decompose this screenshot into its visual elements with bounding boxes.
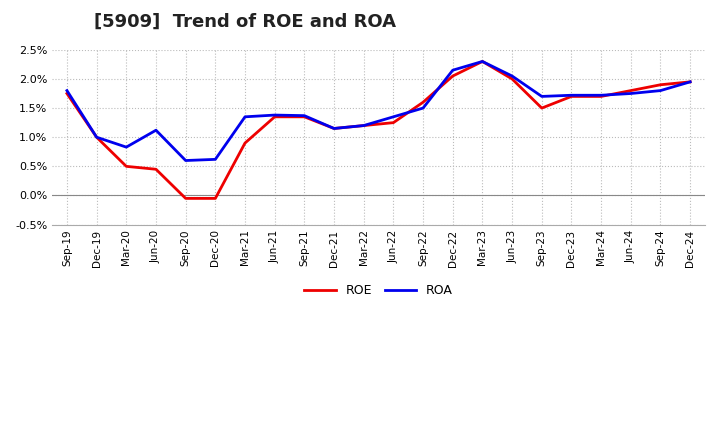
Line: ROA: ROA bbox=[67, 62, 690, 161]
ROA bbox=[449, 68, 457, 73]
ROE bbox=[449, 73, 457, 79]
ROE bbox=[419, 99, 428, 105]
ROE bbox=[389, 120, 397, 125]
ROA bbox=[330, 126, 338, 131]
ROE bbox=[537, 106, 546, 111]
ROA bbox=[389, 114, 397, 119]
ROE bbox=[508, 76, 516, 81]
ROA bbox=[508, 73, 516, 79]
ROE bbox=[330, 126, 338, 131]
ROA bbox=[656, 88, 665, 93]
Text: [5909]  Trend of ROE and ROA: [5909] Trend of ROE and ROA bbox=[94, 13, 395, 31]
ROA bbox=[211, 157, 220, 162]
ROA bbox=[122, 144, 130, 150]
ROA bbox=[92, 135, 101, 140]
ROE bbox=[478, 59, 487, 64]
ROE bbox=[686, 79, 695, 84]
ROE bbox=[211, 196, 220, 201]
ROE bbox=[92, 135, 101, 140]
ROE bbox=[271, 114, 279, 119]
ROA bbox=[567, 92, 576, 98]
ROA bbox=[419, 106, 428, 111]
ROA bbox=[271, 113, 279, 118]
ROE bbox=[656, 82, 665, 88]
ROE bbox=[122, 164, 130, 169]
ROE bbox=[597, 94, 606, 99]
ROA bbox=[300, 113, 309, 118]
ROE bbox=[567, 94, 576, 99]
Legend: ROE, ROA: ROE, ROA bbox=[300, 279, 458, 302]
Line: ROE: ROE bbox=[67, 62, 690, 198]
ROA bbox=[478, 59, 487, 64]
ROA bbox=[240, 114, 249, 119]
ROA bbox=[63, 88, 71, 93]
ROE bbox=[152, 167, 161, 172]
ROA bbox=[152, 128, 161, 133]
ROA bbox=[686, 79, 695, 84]
ROA bbox=[597, 92, 606, 98]
ROE bbox=[626, 88, 635, 93]
ROE bbox=[359, 123, 368, 128]
ROE bbox=[300, 114, 309, 119]
ROE bbox=[181, 196, 190, 201]
ROA bbox=[537, 94, 546, 99]
ROA bbox=[359, 123, 368, 128]
ROE bbox=[63, 91, 71, 96]
ROA bbox=[626, 91, 635, 96]
ROE bbox=[240, 140, 249, 146]
ROA bbox=[181, 158, 190, 163]
